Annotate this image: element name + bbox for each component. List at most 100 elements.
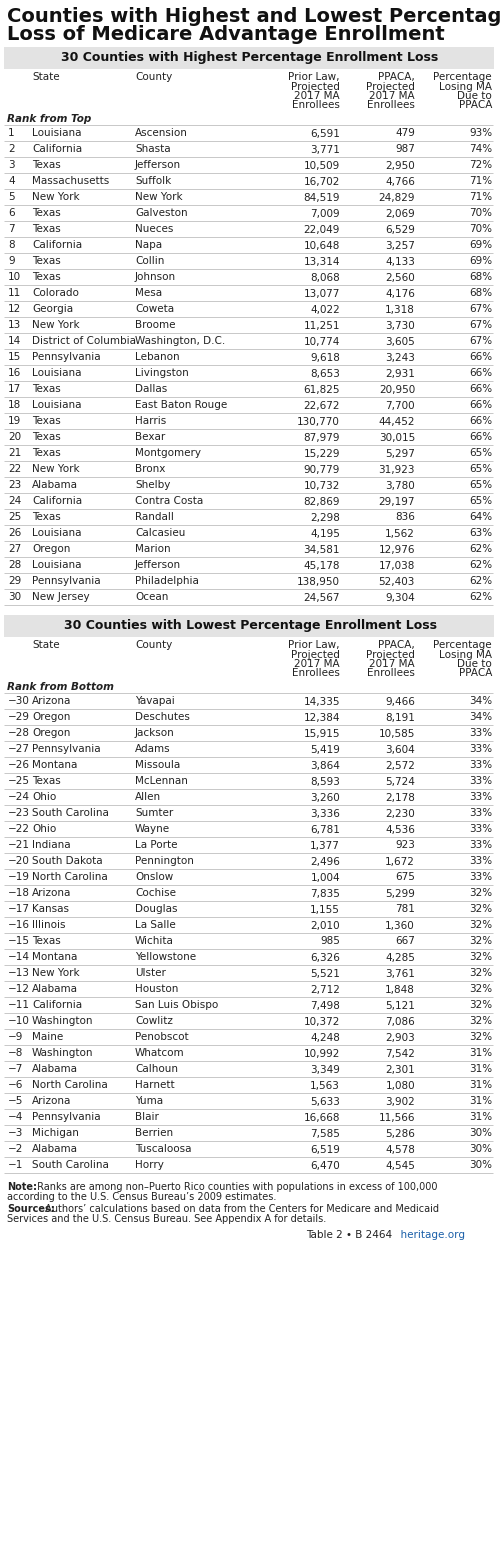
Text: Blair: Blair	[135, 1113, 159, 1122]
Text: Projected: Projected	[366, 82, 415, 91]
Text: 2,010: 2,010	[310, 920, 340, 931]
Text: North Carolina: North Carolina	[32, 1081, 108, 1090]
Text: California: California	[32, 145, 82, 154]
Text: 11,566: 11,566	[378, 1113, 415, 1122]
Text: Contra Costa: Contra Costa	[135, 497, 203, 506]
Text: 6,529: 6,529	[385, 224, 415, 235]
Text: −29: −29	[8, 712, 30, 723]
Text: 16: 16	[8, 369, 21, 378]
Text: 32%: 32%	[469, 920, 492, 931]
Text: −19: −19	[8, 872, 30, 883]
Text: Washington, D.C.: Washington, D.C.	[135, 337, 225, 346]
Text: 84,519: 84,519	[304, 193, 340, 202]
Text: 52,403: 52,403	[378, 576, 415, 587]
Text: −30: −30	[8, 696, 30, 707]
Text: −15: −15	[8, 937, 30, 946]
Text: 10,372: 10,372	[304, 1016, 340, 1027]
Text: 2017 MA: 2017 MA	[294, 659, 340, 669]
Text: Ohio: Ohio	[32, 792, 56, 803]
Text: 31%: 31%	[469, 1113, 492, 1122]
Text: 1,004: 1,004	[310, 872, 340, 883]
Text: Galveston: Galveston	[135, 208, 188, 219]
Text: 2,903: 2,903	[385, 1033, 415, 1042]
Text: 93%: 93%	[469, 128, 492, 139]
Text: 20: 20	[8, 432, 21, 443]
Text: 17,038: 17,038	[378, 560, 415, 570]
Text: 667: 667	[395, 937, 415, 946]
Text: 2,069: 2,069	[385, 208, 415, 219]
Text: 130,770: 130,770	[297, 417, 340, 426]
Text: Sources:: Sources:	[7, 1204, 55, 1214]
Text: Bronx: Bronx	[135, 465, 166, 474]
Text: 33%: 33%	[469, 872, 492, 883]
Text: Jefferson: Jefferson	[135, 161, 181, 170]
Text: Yellowstone: Yellowstone	[135, 953, 196, 962]
Text: Services and the U.S. Census Bureau. See Appendix A for details.: Services and the U.S. Census Bureau. See…	[7, 1214, 326, 1224]
Text: 4,195: 4,195	[310, 528, 340, 539]
Text: 22,049: 22,049	[304, 224, 340, 235]
Text: 7,700: 7,700	[386, 400, 415, 411]
Text: 70%: 70%	[469, 208, 492, 219]
Text: 2: 2	[8, 145, 14, 154]
Text: −23: −23	[8, 809, 30, 818]
Text: Washington: Washington	[32, 1016, 94, 1027]
Text: Penobscot: Penobscot	[135, 1033, 188, 1042]
Text: Losing MA: Losing MA	[439, 650, 492, 659]
Text: 30 Counties with Lowest Percentage Enrollment Loss: 30 Counties with Lowest Percentage Enrol…	[64, 619, 436, 631]
Text: 71%: 71%	[469, 193, 492, 202]
Text: −24: −24	[8, 792, 30, 803]
Text: Percentage: Percentage	[434, 73, 492, 82]
Text: 1,360: 1,360	[385, 920, 415, 931]
Text: New Jersey: New Jersey	[32, 593, 90, 602]
Text: 29,197: 29,197	[378, 497, 415, 506]
Text: Calhoun: Calhoun	[135, 1064, 178, 1075]
Text: 7,835: 7,835	[310, 888, 340, 899]
Text: −3: −3	[8, 1129, 24, 1138]
Text: 8,191: 8,191	[385, 712, 415, 723]
Text: 4,022: 4,022	[310, 304, 340, 315]
Text: Suffolk: Suffolk	[135, 176, 171, 187]
Text: 8: 8	[8, 241, 14, 250]
Text: South Carolina: South Carolina	[32, 809, 109, 818]
Text: 4: 4	[8, 176, 14, 187]
Text: Shasta: Shasta	[135, 145, 170, 154]
Text: 3,864: 3,864	[310, 761, 340, 770]
Text: 2,712: 2,712	[310, 985, 340, 994]
Text: 32%: 32%	[469, 905, 492, 914]
Text: −26: −26	[8, 761, 30, 770]
Text: 34%: 34%	[469, 712, 492, 723]
Text: New York: New York	[32, 193, 80, 202]
Text: −2: −2	[8, 1144, 24, 1155]
Text: 33%: 33%	[469, 792, 492, 803]
Text: 1,318: 1,318	[385, 304, 415, 315]
Text: 12,384: 12,384	[304, 712, 340, 723]
Text: 13: 13	[8, 321, 21, 330]
Text: −18: −18	[8, 888, 30, 899]
Text: 7,585: 7,585	[310, 1129, 340, 1138]
Text: 21: 21	[8, 448, 21, 459]
Text: 6,519: 6,519	[310, 1144, 340, 1155]
Text: Rank from Bottom: Rank from Bottom	[7, 682, 114, 692]
Text: 4,176: 4,176	[385, 289, 415, 298]
Text: 70%: 70%	[469, 224, 492, 235]
Text: 2017 MA: 2017 MA	[370, 91, 415, 100]
Text: 138,950: 138,950	[297, 576, 340, 587]
Text: Alabama: Alabama	[32, 480, 78, 491]
Text: Jefferson: Jefferson	[135, 560, 181, 570]
Bar	[4, 46, 494, 69]
Text: 33%: 33%	[469, 824, 492, 834]
Text: Louisiana: Louisiana	[32, 128, 82, 139]
Text: 16,702: 16,702	[304, 176, 340, 187]
Text: 15,915: 15,915	[304, 729, 340, 738]
Text: 63%: 63%	[469, 528, 492, 539]
Text: Texas: Texas	[32, 937, 61, 946]
Text: Lebanon: Lebanon	[135, 352, 180, 363]
Text: 3,349: 3,349	[310, 1064, 340, 1075]
Text: 23: 23	[8, 480, 21, 491]
Text: 32%: 32%	[469, 888, 492, 899]
Text: California: California	[32, 1001, 82, 1010]
Text: 25: 25	[8, 513, 21, 522]
Text: 5,724: 5,724	[385, 777, 415, 786]
Text: Maine: Maine	[32, 1033, 63, 1042]
Text: Johnson: Johnson	[135, 272, 176, 283]
